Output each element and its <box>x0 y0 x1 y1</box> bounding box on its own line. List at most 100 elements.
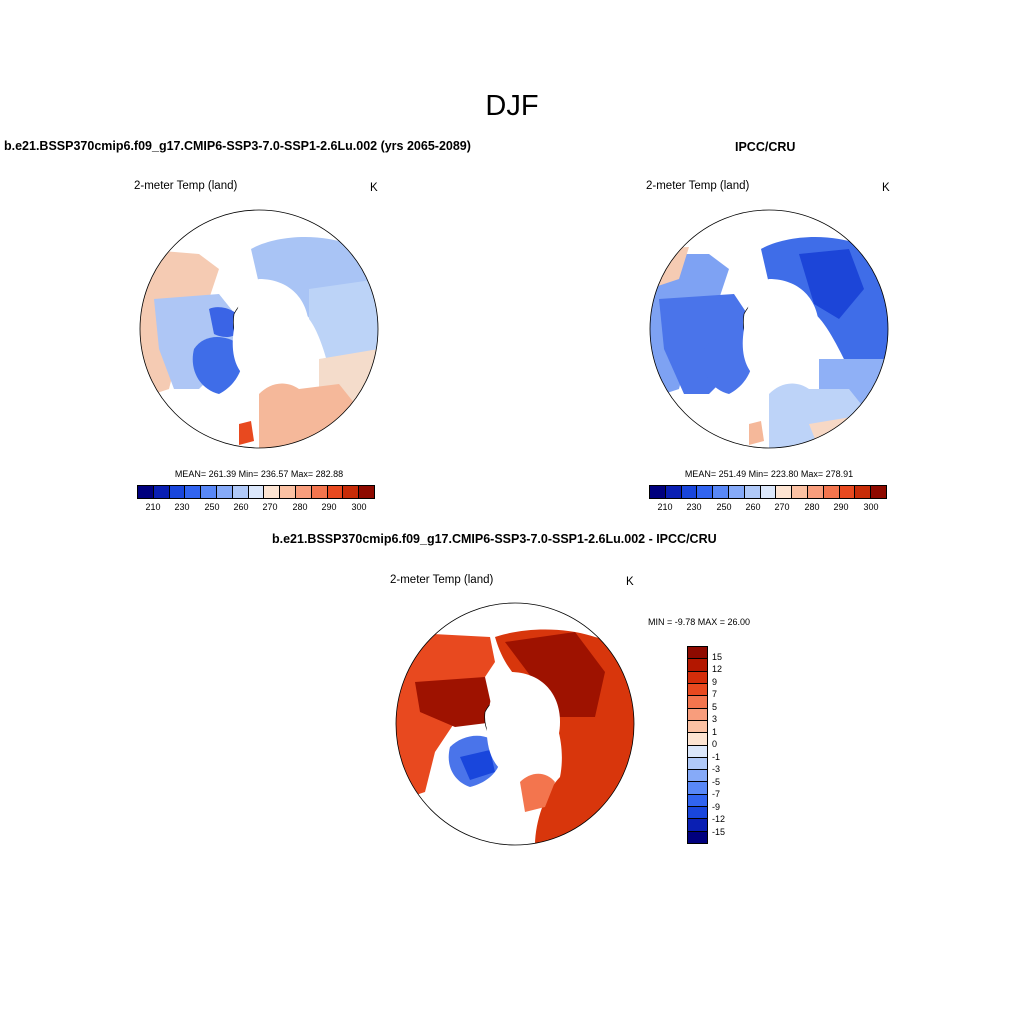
obs-colorbar-swatch <box>744 486 761 498</box>
obs-hudson-region <box>702 337 753 394</box>
obs-arctic-ocean <box>742 279 819 384</box>
diff-variable-label: 2-meter Temp (land) <box>390 574 494 586</box>
obs-tick: 230 <box>686 502 702 512</box>
model-panel-header: b.e21.BSSP370cmip6.f09_g17.CMIP6-SSP3-7.… <box>4 139 471 153</box>
diff-colorbar-swatch <box>688 782 707 795</box>
model-colorbar-swatch <box>138 486 154 498</box>
model-colorbar-swatch <box>232 486 249 498</box>
model-arctic-ocean <box>232 279 309 384</box>
model-colorbar-swatch <box>248 486 265 498</box>
model-tick: 290 <box>321 502 337 512</box>
diff-tick: -1 <box>712 752 721 762</box>
obs-tick: 250 <box>716 502 732 512</box>
model-tick: 230 <box>174 502 190 512</box>
model-tick: 250 <box>204 502 220 512</box>
obs-tick: 210 <box>657 502 673 512</box>
diff-siberia-hot-region <box>505 632 605 717</box>
model-colorbar-swatch <box>264 486 281 498</box>
diff-colorbar-swatch <box>688 708 707 721</box>
diff-tick: -3 <box>712 764 721 774</box>
model-europe-region <box>259 383 359 448</box>
model-colorbar-swatch <box>359 486 374 498</box>
obs-colorbar-swatch <box>650 486 666 498</box>
obs-colorbar-swatch <box>839 486 856 498</box>
obs-uk-region <box>749 421 764 445</box>
diff-tick: 15 <box>712 652 723 662</box>
diff-scandinavia-region <box>520 773 555 812</box>
diff-hudson-core-region <box>460 750 495 780</box>
obs-units-label: K <box>882 182 890 194</box>
diff-colorbar-swatch <box>688 733 707 746</box>
diff-tick: -9 <box>712 802 721 812</box>
diff-tick: -7 <box>712 789 721 799</box>
obs-tick: 300 <box>863 502 879 512</box>
model-tick: 210 <box>145 502 161 512</box>
diff-colorbar-swatch <box>688 671 707 684</box>
diff-colorbar-swatch <box>688 757 707 771</box>
obs-colorbar-swatch <box>713 486 729 498</box>
diff-polar-map <box>395 602 635 846</box>
obs-tick: 280 <box>804 502 820 512</box>
obs-stats: MEAN= 251.49 Min= 223.80 Max= 278.91 <box>684 469 854 479</box>
model-hudson-region <box>192 337 243 394</box>
obs-colorbar-swatch <box>776 486 793 498</box>
model-colorbar-swatch <box>280 486 296 498</box>
model-colorbar-swatch <box>327 486 344 498</box>
diff-colorbar-swatch <box>688 720 707 734</box>
obs-colorbar-swatch <box>760 486 777 498</box>
model-colorbar-swatch <box>153 486 170 498</box>
model-tick: 270 <box>262 502 278 512</box>
diff-colorbar-swatch <box>688 807 707 820</box>
model-tick: 260 <box>233 502 249 512</box>
diff-colorbar-swatch <box>688 683 707 697</box>
diff-tick: 5 <box>712 702 718 712</box>
diff-colorbar-swatch <box>688 745 707 758</box>
diff-colorbar-swatch <box>688 770 707 783</box>
model-colorbar-swatch <box>311 486 328 498</box>
model-colorbar-swatch <box>201 486 217 498</box>
diff-tick: 9 <box>712 677 718 687</box>
model-colorbar <box>137 485 375 499</box>
model-east-asia-region <box>309 279 378 369</box>
diff-stats: MIN = -9.78 MAX = 26.00 <box>648 617 751 627</box>
obs-colorbar-swatch <box>665 486 682 498</box>
obs-colorbar-swatch <box>871 486 886 498</box>
obs-colorbar-swatch <box>728 486 745 498</box>
diff-tick: 7 <box>712 689 718 699</box>
diff-colorbar-swatch <box>688 647 707 660</box>
obs-colorbar-swatch <box>681 486 698 498</box>
obs-colorbar-swatch <box>807 486 824 498</box>
diff-tick: -12 <box>712 814 726 824</box>
model-units-label: K <box>370 182 378 194</box>
obs-tick: 290 <box>833 502 849 512</box>
diff-tick: 3 <box>712 714 718 724</box>
diff-colorbar-swatch <box>688 794 707 808</box>
obs-colorbar-swatch <box>855 486 872 498</box>
diff-colorbar-swatch <box>688 696 707 709</box>
diff-tick: 0 <box>712 739 718 749</box>
obs-colorbar-swatch <box>792 486 808 498</box>
obs-polar-map <box>649 209 889 449</box>
figure-title: DJF <box>485 90 539 122</box>
obs-panel-header: IPCC/CRU <box>735 140 796 154</box>
diff-colorbar-ticks: 15 12 9 7 5 3 1 0 -1 -3 -5 -7 -9 -12 -15 <box>712 646 742 844</box>
diff-colorbar-swatch <box>688 819 707 832</box>
model-colorbar-ticks: 210 230 250 260 270 280 290 300 <box>137 502 375 514</box>
diff-tick: 1 <box>712 727 718 737</box>
model-variable-label: 2-meter Temp (land) <box>134 180 238 192</box>
model-stats: MEAN= 261.39 Min= 236.57 Max= 282.88 <box>174 469 344 479</box>
obs-colorbar-swatch <box>823 486 840 498</box>
model-polar-map <box>139 209 379 449</box>
model-colorbar-swatch <box>169 486 186 498</box>
diff-colorbar-swatch <box>688 831 707 843</box>
diff-arctic-islands-region <box>415 677 495 727</box>
model-colorbar-swatch <box>216 486 233 498</box>
obs-tick: 270 <box>774 502 790 512</box>
model-colorbar-swatch <box>185 486 202 498</box>
obs-colorbar <box>649 485 887 499</box>
diff-tick: -5 <box>712 777 721 787</box>
diff-tick: -15 <box>712 827 726 837</box>
diff-colorbar <box>687 646 708 844</box>
obs-variable-label: 2-meter Temp (land) <box>646 180 750 192</box>
diff-tick: 12 <box>712 664 723 674</box>
